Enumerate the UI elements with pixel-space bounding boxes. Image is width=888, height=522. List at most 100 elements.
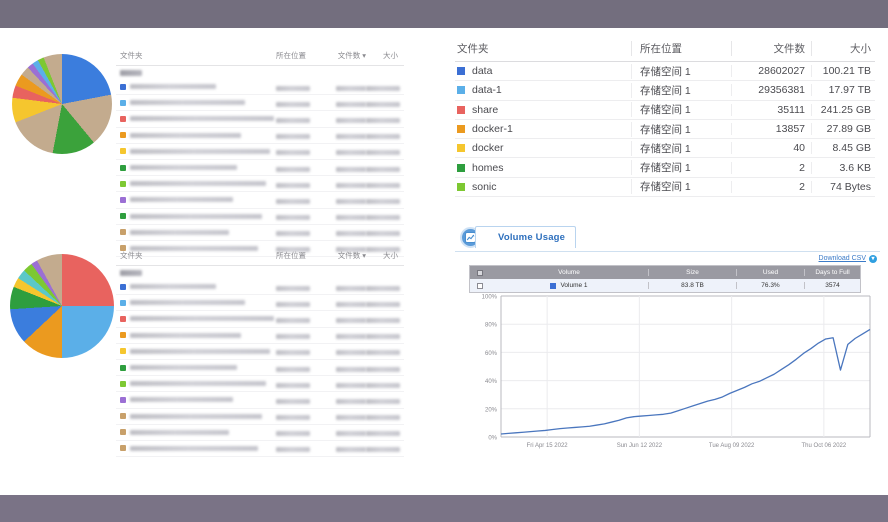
column-header-folder[interactable]: 文件夹 xyxy=(457,43,489,55)
sort-caret-icon: ▾ xyxy=(362,51,366,60)
table-row[interactable]: docker 存储空间 1 40 8.45 GB xyxy=(455,139,875,159)
column-header-location[interactable]: 所在位置 xyxy=(276,251,306,260)
redacted-folder-table-1[interactable]: 文件夹 所在位置 文件数 ▾ 大小 xyxy=(116,46,404,258)
folder-name: homes xyxy=(472,161,504,174)
download-icon[interactable]: ▾ xyxy=(869,254,877,263)
select-all-checkbox[interactable] xyxy=(470,269,490,276)
folder-size-cell xyxy=(366,294,402,312)
folder-count-cell xyxy=(324,375,366,393)
svg-text:100%: 100% xyxy=(482,295,498,301)
legend-swatch xyxy=(120,229,126,236)
folder-name-cell xyxy=(120,348,276,355)
folder-count-cell xyxy=(324,126,366,144)
table-row[interactable] xyxy=(116,95,404,112)
column-header-size[interactable]: 大小 xyxy=(383,51,398,60)
column-header-filecount[interactable]: 文件数 xyxy=(731,41,811,56)
folder-name-cell xyxy=(120,196,276,203)
table-row[interactable]: sonic 存储空间 1 2 74 Bytes xyxy=(455,178,875,198)
table-row[interactable] xyxy=(116,425,404,441)
column-header-location[interactable]: 所在位置 xyxy=(631,41,731,56)
table-row[interactable] xyxy=(116,209,404,225)
folder-size-cell: 100.21 TB xyxy=(811,65,875,78)
table-row[interactable] xyxy=(116,159,404,177)
folder-location-cell: 存储空间 1 xyxy=(631,121,731,137)
folder-name-cell xyxy=(120,132,276,139)
tab-volume-usage[interactable]: Volume Usage xyxy=(475,226,577,248)
volume-row[interactable]: Volume 1 83.8 TB 76.3% 3574 xyxy=(470,279,860,292)
column-header-location[interactable]: 所在位置 xyxy=(276,51,306,60)
legend-swatch xyxy=(120,196,126,203)
folder-size-cell xyxy=(366,191,402,209)
table-row[interactable] xyxy=(116,111,404,128)
table-row[interactable] xyxy=(116,409,404,425)
table-body xyxy=(116,266,404,458)
table-row[interactable] xyxy=(116,175,404,193)
table-row[interactable]: data-1 存储空间 1 29356381 17.97 TB xyxy=(455,81,875,101)
column-header-name[interactable]: 文件夹 xyxy=(120,51,143,60)
column-header-count[interactable]: 文件数 ▾ xyxy=(337,51,366,60)
table-row[interactable] xyxy=(116,294,404,312)
svg-text:Tue Aug 09 2022: Tue Aug 09 2022 xyxy=(709,443,755,449)
table-row[interactable]: homes 存储空间 1 2 3.6 KB xyxy=(455,158,875,178)
table-row[interactable]: share 存储空间 1 35111 241.25 GB xyxy=(455,101,875,120)
folder-size-cell xyxy=(366,407,402,425)
folder-count-cell xyxy=(324,278,366,296)
table-row[interactable] xyxy=(116,359,404,377)
table-row[interactable] xyxy=(116,392,404,409)
table-row[interactable] xyxy=(116,441,404,458)
table-row[interactable] xyxy=(116,191,404,209)
folder-size-cell xyxy=(366,207,402,225)
legend-swatch xyxy=(120,364,126,371)
row-checkbox[interactable] xyxy=(470,282,490,289)
redacted-folder-table-2[interactable]: 文件夹 所在位置 文件数 ▾ 大小 xyxy=(116,246,404,458)
column-header-volume-size[interactable]: Size xyxy=(648,269,736,276)
folder-name-cell: data-1 xyxy=(455,84,631,96)
column-header-volume-used[interactable]: Used xyxy=(736,269,804,276)
table-row[interactable] xyxy=(116,144,404,160)
table-row[interactable]: data 存储空间 1 28602027 100.21 TB xyxy=(455,62,875,82)
table-row[interactable] xyxy=(116,225,404,241)
volume-name: Volume 1 xyxy=(560,282,588,289)
folder-location-cell xyxy=(276,342,324,360)
table-row[interactable] xyxy=(116,328,404,344)
folder-size-cell xyxy=(366,159,402,177)
folder-name-cell: share xyxy=(455,104,631,116)
folder-size-cell: 27.89 GB xyxy=(811,123,875,136)
window-top-bar xyxy=(0,0,888,28)
legend-swatch xyxy=(120,348,126,355)
table-row[interactable] xyxy=(116,375,404,393)
folder-name-cell xyxy=(120,115,276,122)
table-row[interactable] xyxy=(116,311,404,328)
table-row[interactable] xyxy=(116,278,404,296)
column-header-volume[interactable]: Volume xyxy=(558,269,580,276)
folder-name: docker xyxy=(472,142,504,155)
download-csv-link[interactable]: Download CSV xyxy=(818,255,866,262)
column-header-size[interactable]: 大小 xyxy=(383,251,398,260)
column-header-name[interactable]: 文件夹 xyxy=(120,251,143,260)
legend-swatch xyxy=(120,245,126,252)
volume-usage-chart: 0% 20% 40% 60% 80% 100% Fri Apr 15 2022 Sun Jun… xyxy=(463,288,878,463)
folder-size-cell: 74 Bytes xyxy=(811,180,875,193)
table-row[interactable] xyxy=(116,78,404,96)
table-row[interactable] xyxy=(116,128,404,144)
legend-swatch xyxy=(457,105,465,114)
column-header-size[interactable]: 大小 xyxy=(811,41,875,56)
legend-swatch xyxy=(120,115,126,122)
table-row[interactable]: docker-1 存储空间 1 13857 27.89 GB xyxy=(455,120,875,140)
volume-table-header: Volume Size Used Days to Full xyxy=(470,266,860,279)
download-csv-bar: Download CSV ▾ xyxy=(455,252,880,265)
column-header-days-to-full[interactable]: Days to Full xyxy=(804,269,860,276)
table-row[interactable] xyxy=(116,241,404,258)
column-header-count[interactable]: 文件数 ▾ xyxy=(337,251,366,260)
folder-count-cell xyxy=(324,175,366,193)
folder-size-cell: 241.25 GB xyxy=(811,103,875,116)
legend-swatch xyxy=(120,445,126,452)
folder-location-cell xyxy=(276,359,324,377)
folder-location-cell xyxy=(276,375,324,393)
table-row[interactable] xyxy=(116,344,404,360)
folder-name: data-1 xyxy=(472,84,502,97)
folder-location-cell xyxy=(276,78,324,96)
folder-size-cell: 8.45 GB xyxy=(811,142,875,155)
folder-name-cell: docker-1 xyxy=(455,123,631,135)
